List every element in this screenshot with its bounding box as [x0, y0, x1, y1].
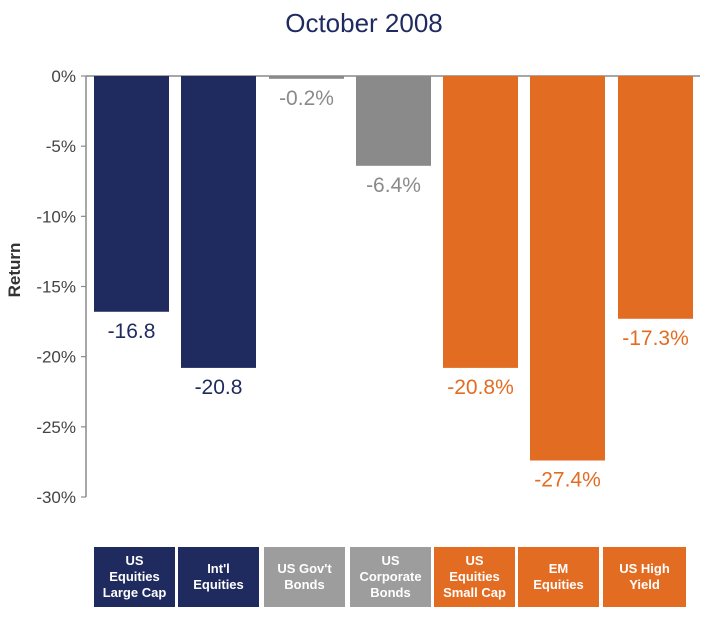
data-label: -6.4%	[366, 174, 421, 197]
y-tick-label: -25%	[36, 418, 76, 437]
bar	[356, 76, 431, 166]
y-tick-label: -30%	[36, 488, 76, 507]
category-label: US High Yield	[603, 547, 686, 607]
data-label: -27.4%	[534, 469, 601, 492]
bar	[94, 76, 169, 312]
category-label: US Equities Small Cap	[434, 547, 515, 607]
data-label: -20.8	[195, 376, 243, 399]
y-tick-label: -15%	[36, 278, 76, 297]
bar-chart: 0% -5% -10% -15% -20% -25% -30% Return -16.8 -20.…	[5, 67, 700, 507]
category-label: US Gov't Bonds	[264, 547, 345, 607]
category-label: Int'l Equities	[178, 547, 259, 607]
y-tick-label: -10%	[36, 207, 76, 226]
data-label: -20.8%	[447, 376, 514, 399]
bar	[181, 76, 256, 368]
category-label: EM Equities	[518, 547, 599, 607]
y-tick-label: -20%	[36, 348, 76, 367]
data-label: -16.8	[108, 320, 156, 343]
category-label: US Equities Large Cap	[94, 547, 175, 607]
chart-title: October 2008	[285, 8, 443, 38]
data-label: -0.2%	[279, 87, 334, 110]
bar	[618, 76, 693, 319]
bar	[530, 76, 605, 461]
data-label: -17.3%	[622, 327, 689, 350]
y-axis-label: Return	[5, 243, 24, 298]
y-tick-label: -5%	[46, 137, 76, 156]
category-label: US Corporate Bonds	[350, 547, 431, 607]
bar	[269, 76, 344, 79]
bar	[443, 76, 518, 368]
y-tick-label: 0%	[51, 67, 76, 86]
